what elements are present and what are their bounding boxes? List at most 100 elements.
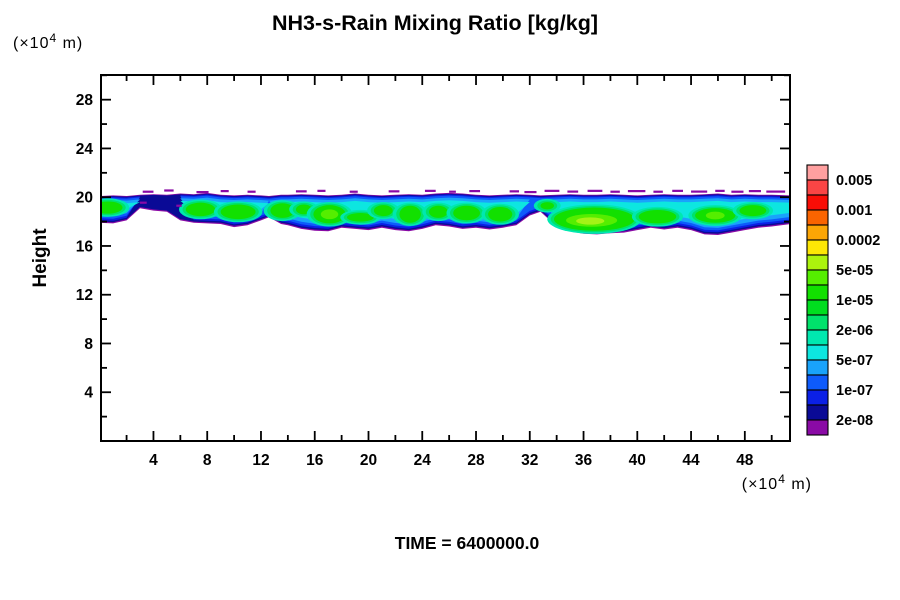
y-unit-prefix: (×10 [13,35,49,52]
x-tick-label: 16 [306,452,324,469]
colorbar-label: 0.0002 [836,233,880,249]
purple-dash [142,190,154,193]
x-tick-label: 44 [682,452,700,469]
x-tick-label: 8 [203,452,212,469]
y-tick-label: 8 [84,336,93,353]
contour-core-shell [399,205,421,223]
contour-core-shell [428,205,448,218]
x-axis-unit-label: (×104 m) [742,472,812,493]
colorbar-labels: 0.005 0.001 0.0002 5e-05 1e-05 2e-06 5e-07 1e-0… [836,173,880,429]
colorbar-swatch [806,164,829,181]
purple-dash [247,190,256,193]
colorbar-swatch [806,404,829,421]
x-tick-label: 12 [252,452,269,469]
purple-dash [220,190,229,193]
contour-core-bright [705,211,725,220]
y-unit-suffix: m) [57,35,83,52]
purple-dash [388,190,400,193]
colorbar-label: 5e-05 [836,263,873,279]
x-tick-label: 28 [467,452,485,469]
purple-dash [748,190,761,193]
colorbar-swatch [806,179,829,196]
colorbar-swatch [806,254,829,271]
y-tick-label: 28 [76,92,94,109]
contour-core-shell [185,202,216,217]
y-axis-title: Height [30,228,51,288]
y-axis-unit-label: (×104 m) [13,31,83,52]
x-tick-label: 36 [575,452,593,469]
contour-core-shell [220,204,256,220]
x-tick-labels: 4 8 12 16 20 24 28 32 36 40 44 48 [149,452,754,469]
contour-core-bright [320,209,339,220]
colorbar-swatch [806,329,829,346]
y-tick-labels: 4 8 12 16 20 24 28 [76,92,94,402]
colorbar-swatch [806,269,829,286]
x-unit-prefix: (×10 [742,476,778,493]
x-tick-label: 48 [736,452,754,469]
plot-border [100,74,791,442]
purple-dash [176,204,182,207]
contour-core-shell [373,205,393,217]
purple-dash [672,189,683,192]
contour-core-shell [346,213,374,222]
x-tick-label: 32 [521,452,538,469]
contour-core-shell [101,201,123,214]
colorbar-label: 1e-07 [836,383,873,399]
purple-dash [196,190,209,194]
purple-dash [469,190,481,193]
colorbar-swatch [806,419,829,436]
contour-band [101,192,790,235]
y-tick-label: 24 [76,141,94,158]
purple-dash [424,189,436,192]
purple-dash [691,190,708,193]
y-unit-exponent: 4 [49,31,57,45]
y-tick-label: 12 [76,287,93,304]
purple-dash [567,190,579,193]
purple-dash [766,190,786,193]
colorbar-swatch [806,299,829,316]
colorbar-label: 2e-08 [836,413,873,429]
contour-core-shell [540,202,554,210]
x-tick-label: 24 [414,452,432,469]
contour-core-max [576,217,605,225]
purple-dash [653,190,663,193]
colorbar-label: 2e-06 [836,323,873,339]
purple-dash [449,190,456,193]
colorbar-label: 0.005 [836,173,872,189]
purple-dash [164,189,174,192]
y-tick-label: 20 [76,190,93,207]
detrainment-dashes [140,189,786,207]
contour-core-shell [453,205,481,221]
purple-dash [524,190,537,194]
x-tick-label: 20 [360,452,377,469]
x-unit-suffix: m) [786,476,812,493]
colorbar-swatch [806,314,829,331]
contour-core-shell [488,206,513,222]
x-tick-label: 40 [629,452,646,469]
purple-dash [295,190,307,193]
colorbar-swatch [806,224,829,241]
colorbar-swatch [806,359,829,376]
purple-dash [544,189,560,192]
purple-dash [140,201,147,204]
x-unit-exponent: 4 [778,472,786,486]
contour-core-shell [739,205,767,217]
colorbar-label: 0.001 [836,203,872,219]
colorbar-label: 5e-07 [836,353,873,369]
purple-dash [715,189,725,192]
colorbar-swatch [806,389,829,406]
contour-core-shell [638,209,677,224]
colorbar-swatch [806,239,829,256]
colorbar-swatch [806,209,829,226]
y-tick-label: 4 [84,385,93,402]
purple-dash [610,190,620,193]
colorbar-swatch [806,374,829,391]
purple-dash [731,190,744,193]
colorbar-swatch [806,284,829,301]
purple-dash [587,189,603,192]
colorbar-label: 1e-05 [836,293,873,309]
purple-dash [317,189,326,192]
time-label: TIME = 6400000.0 [395,533,540,553]
